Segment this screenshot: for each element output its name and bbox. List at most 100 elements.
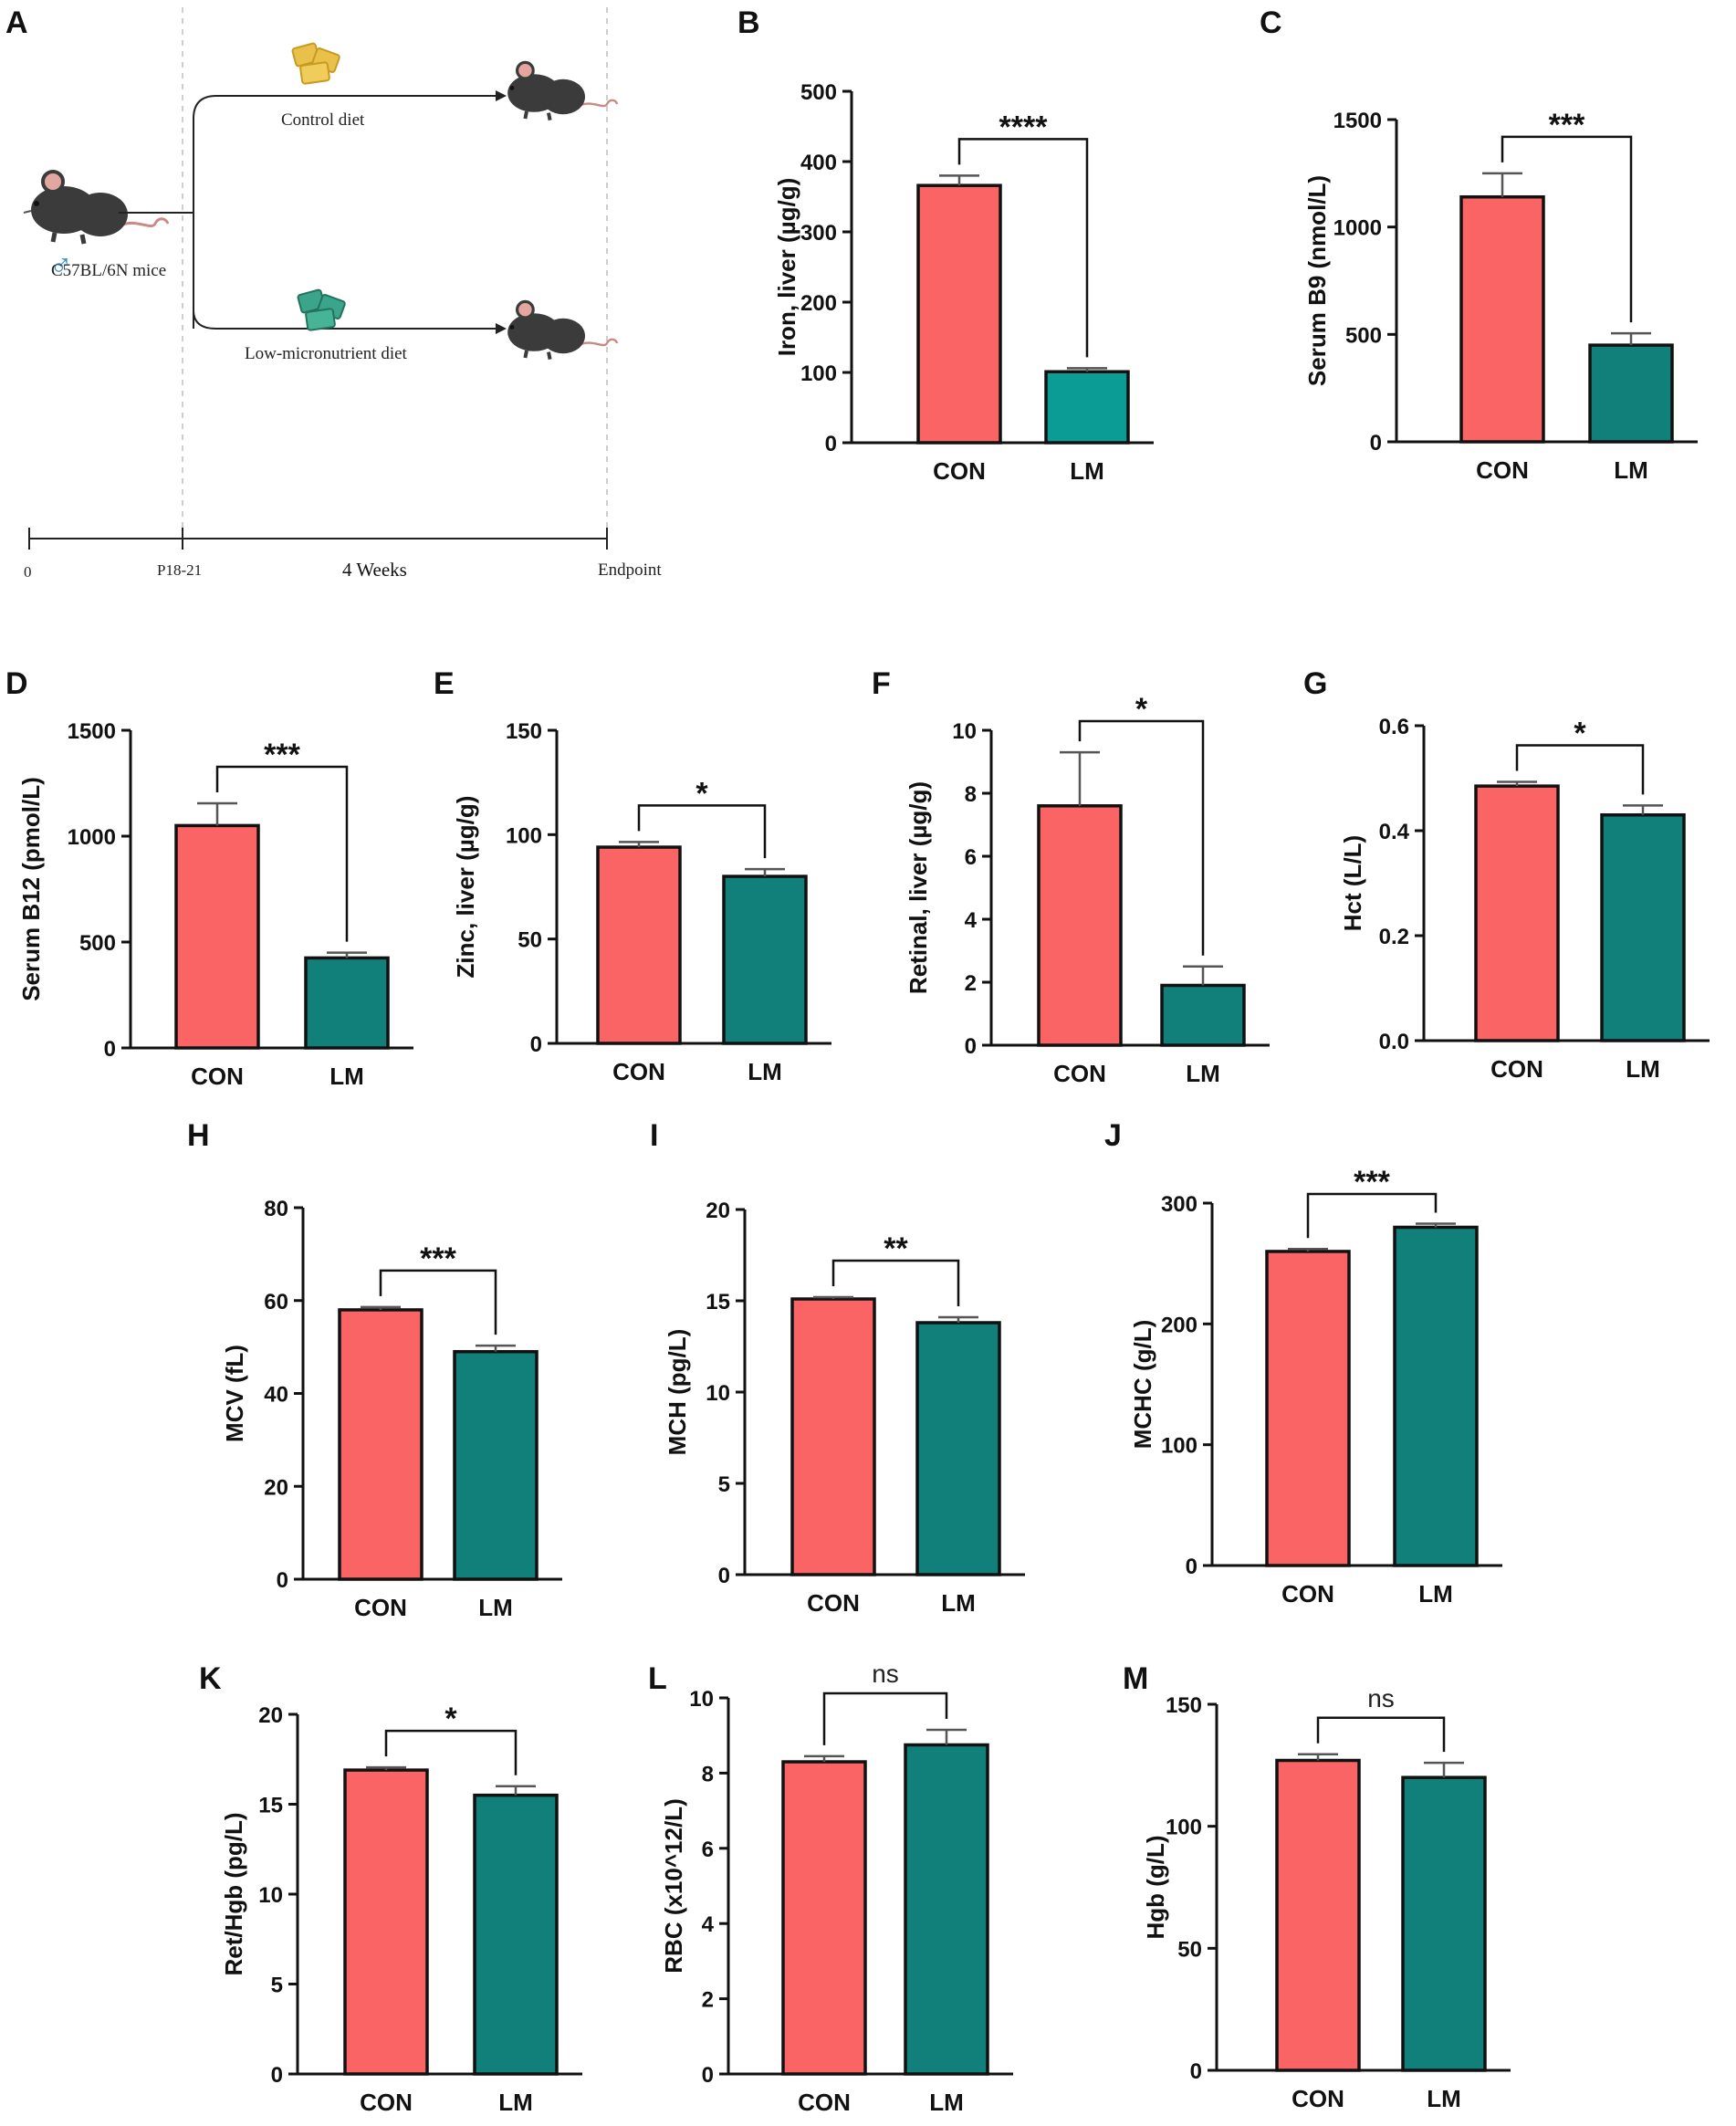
mouse-strain-label: C57BL/6N mice bbox=[51, 261, 166, 280]
y-tick-label: 300 bbox=[800, 221, 837, 246]
panel-label-a: A bbox=[5, 5, 28, 40]
sex-symbol: ♂ bbox=[49, 249, 73, 283]
chart-panel-c: C 0 500 1000 1500 Serum B9 (nmol/L) CON LM *** bbox=[1260, 5, 1698, 484]
y-tick-label: 8 bbox=[702, 1762, 714, 1786]
y-tick-label: 40 bbox=[264, 1383, 288, 1408]
y-tick-label: 60 bbox=[264, 1290, 288, 1314]
panel-label: I bbox=[650, 1118, 658, 1153]
y-tick-label: 10 bbox=[706, 1381, 730, 1406]
panel-label: J bbox=[1104, 1118, 1122, 1153]
bar-con bbox=[596, 845, 682, 1045]
panel-label: F bbox=[872, 666, 891, 701]
y-tick-label: 0 bbox=[277, 1568, 288, 1593]
bar-con bbox=[916, 183, 1002, 445]
y-tick-label: 80 bbox=[264, 1197, 288, 1221]
significance-label: ns bbox=[872, 1660, 899, 1688]
significance-bracket bbox=[384, 1729, 518, 1775]
category-label: CON bbox=[191, 1063, 244, 1090]
significance-label: *** bbox=[1354, 1165, 1390, 1199]
arrow-lm-head bbox=[496, 323, 507, 334]
y-tick-label: 100 bbox=[800, 361, 837, 386]
category-label: CON bbox=[1281, 1580, 1334, 1608]
y-tick-label: 0 bbox=[104, 1037, 116, 1062]
y-tick-label: 1000 bbox=[68, 825, 116, 850]
significance-bracket bbox=[215, 765, 349, 942]
chart-panel-h: H 0 20 40 60 80 MCV (fL) CON LM *** bbox=[187, 1118, 562, 1621]
bar-lm bbox=[1600, 813, 1686, 1042]
y-tick-label: 6 bbox=[702, 1838, 714, 1862]
y-axis-label: MCV (fL) bbox=[221, 1345, 248, 1442]
category-label: LM bbox=[1427, 2085, 1461, 2112]
y-axis-label: RBC (x10^12/L) bbox=[660, 1798, 687, 1973]
y-tick-label: 4 bbox=[965, 908, 978, 933]
y-tick-label: 400 bbox=[800, 151, 837, 175]
chart-panel-l: L 0 2 4 6 8 10 RBC (x10^12/L) CON LM ns bbox=[648, 1660, 1013, 2116]
category-label: LM bbox=[478, 1594, 513, 1621]
bar-con bbox=[1037, 804, 1123, 1047]
y-tick-label: 20 bbox=[258, 1703, 283, 1728]
significance-bracket bbox=[1515, 744, 1645, 795]
y-tick-label: 0 bbox=[1190, 2059, 1202, 2084]
y-axis-label: MCHC (g/L) bbox=[1129, 1320, 1156, 1450]
bar-lm bbox=[1393, 1225, 1479, 1567]
arrow-control-head bbox=[496, 90, 507, 101]
panel-label: K bbox=[199, 1661, 222, 1696]
category-label: LM bbox=[748, 1058, 782, 1085]
y-tick-label: 300 bbox=[1161, 1192, 1197, 1217]
y-tick-label: 0 bbox=[530, 1032, 542, 1057]
y-tick-label: 100 bbox=[506, 823, 542, 848]
y-axis-label: Retinal, liver (µg/g) bbox=[905, 781, 932, 994]
chart-panel-m: M 0 50 100 150 Hgb (g/L) CON LM ns bbox=[1123, 1661, 1511, 2112]
category-label: CON bbox=[1053, 1060, 1106, 1087]
significance-bracket bbox=[957, 138, 1089, 358]
timeline-end-label: Endpoint bbox=[598, 560, 662, 580]
bar-lm bbox=[904, 1743, 989, 2076]
y-tick-label: 2 bbox=[702, 1988, 714, 2013]
category-label: CON bbox=[1476, 456, 1529, 484]
y-tick-label: 15 bbox=[258, 1794, 283, 1818]
chart-panel-i: I 0 5 10 15 20 MCH (pg/L) CON LM ** bbox=[650, 1118, 1025, 1617]
timeline-duration-label: 4 Weeks bbox=[342, 559, 407, 581]
category-label: CON bbox=[1490, 1055, 1543, 1083]
significance-label: * bbox=[1574, 717, 1586, 751]
significance-label: *** bbox=[1549, 108, 1585, 142]
y-tick-label: 0.2 bbox=[1379, 925, 1409, 949]
category-label: CON bbox=[798, 2089, 851, 2116]
chart-panel-b: B 0 100 200 300 400 500 Iron, liver (µg/g) CON LM… bbox=[737, 5, 1154, 485]
significance-label: * bbox=[1135, 692, 1148, 727]
bar-con bbox=[338, 1308, 424, 1581]
y-tick-label: 10 bbox=[258, 1883, 283, 1908]
significance-label: ns bbox=[1367, 1684, 1395, 1712]
y-tick-label: 500 bbox=[800, 80, 837, 105]
y-tick-label: 0 bbox=[825, 432, 837, 456]
bar-lm bbox=[1401, 1775, 1487, 2072]
y-axis-label: Zinc, liver (µg/g) bbox=[452, 796, 479, 979]
panel-label: H bbox=[187, 1118, 210, 1153]
category-label: LM bbox=[1626, 1055, 1660, 1083]
significance-label: *** bbox=[264, 738, 300, 772]
bar-con bbox=[174, 823, 260, 1050]
y-tick-label: 10 bbox=[952, 719, 977, 744]
mouse-icon bbox=[23, 170, 170, 245]
significance-bracket bbox=[637, 804, 767, 859]
category-label: CON bbox=[612, 1058, 665, 1085]
bar-lm bbox=[1588, 343, 1674, 444]
y-tick-label: 50 bbox=[1177, 1937, 1202, 1962]
y-tick-label: 1500 bbox=[1333, 109, 1382, 133]
y-tick-label: 2 bbox=[965, 971, 977, 996]
significance-bracket bbox=[1501, 135, 1633, 323]
y-tick-label: 20 bbox=[706, 1199, 730, 1223]
y-tick-label: 0 bbox=[965, 1034, 977, 1059]
y-tick-label: 6 bbox=[965, 845, 977, 870]
timeline-start-label: 0 bbox=[24, 563, 32, 581]
lm-mouse-icon bbox=[507, 299, 619, 360]
control-mouse-icon bbox=[507, 60, 619, 120]
y-tick-label: 150 bbox=[1166, 1693, 1202, 1718]
significance-bracket bbox=[831, 1259, 960, 1306]
category-label: LM bbox=[941, 1589, 976, 1617]
significance-label: ** bbox=[884, 1231, 908, 1266]
chart-panel-g: G 0.0 0.2 0.4 0.6 Hct (L/L) CON LM * bbox=[1303, 666, 1710, 1083]
panel-label: M bbox=[1123, 1661, 1148, 1696]
